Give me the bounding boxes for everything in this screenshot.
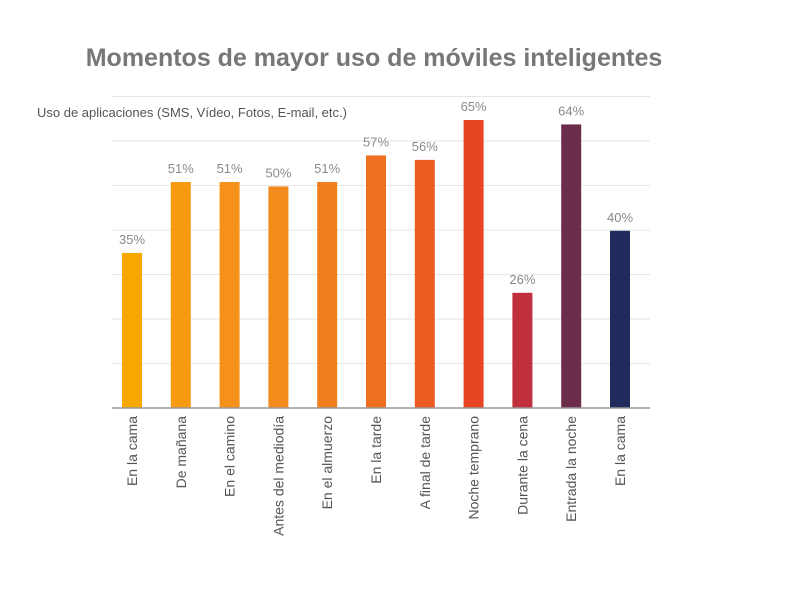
bar <box>170 182 191 408</box>
category-label: Noche temprano <box>466 416 482 520</box>
category-label: A final de tarde <box>417 416 433 510</box>
data-label: 40% <box>607 210 633 225</box>
data-label: 64% <box>558 103 584 118</box>
category-label: De mañana <box>173 416 189 489</box>
category-label: En el camino <box>222 416 238 497</box>
data-label: 57% <box>363 134 389 149</box>
bar <box>268 186 289 408</box>
category-label: En la cama <box>124 416 140 486</box>
bar <box>366 155 386 408</box>
bar <box>317 182 338 408</box>
bar <box>610 230 630 408</box>
category-labels: En la cama De mañana En el camino Antes del… <box>124 416 628 536</box>
bar <box>463 120 484 408</box>
data-label: 35% <box>119 232 145 247</box>
value-labels: 35% 51% 51% 50% 51% 57% 56% 65% 26% 64% 40% <box>119 99 633 287</box>
data-label: 51% <box>217 161 243 176</box>
data-label: 51% <box>168 161 194 176</box>
bar <box>414 159 435 408</box>
category-label: En la cama <box>612 416 628 486</box>
bar <box>561 124 582 408</box>
chart-title: Momentos de mayor uso de móviles intelig… <box>85 44 663 72</box>
data-label: 26% <box>509 272 535 287</box>
category-label: En la tarde <box>368 416 384 484</box>
data-label: 51% <box>314 161 340 176</box>
category-label: Entrada la noche <box>563 416 579 522</box>
bar <box>122 252 142 408</box>
chart-subtitle: Uso de aplicaciones (SMS, Vídeo, Fotos, … <box>37 105 347 120</box>
data-label: 65% <box>461 99 487 114</box>
bar <box>512 292 533 408</box>
category-label: Durante la cena <box>514 416 530 515</box>
bar <box>219 182 240 408</box>
bars <box>122 120 630 408</box>
data-label: 56% <box>412 139 438 154</box>
category-label: Antes del mediodía <box>270 416 286 536</box>
data-label: 50% <box>265 165 291 180</box>
category-label: En el almuerzo <box>319 416 335 510</box>
